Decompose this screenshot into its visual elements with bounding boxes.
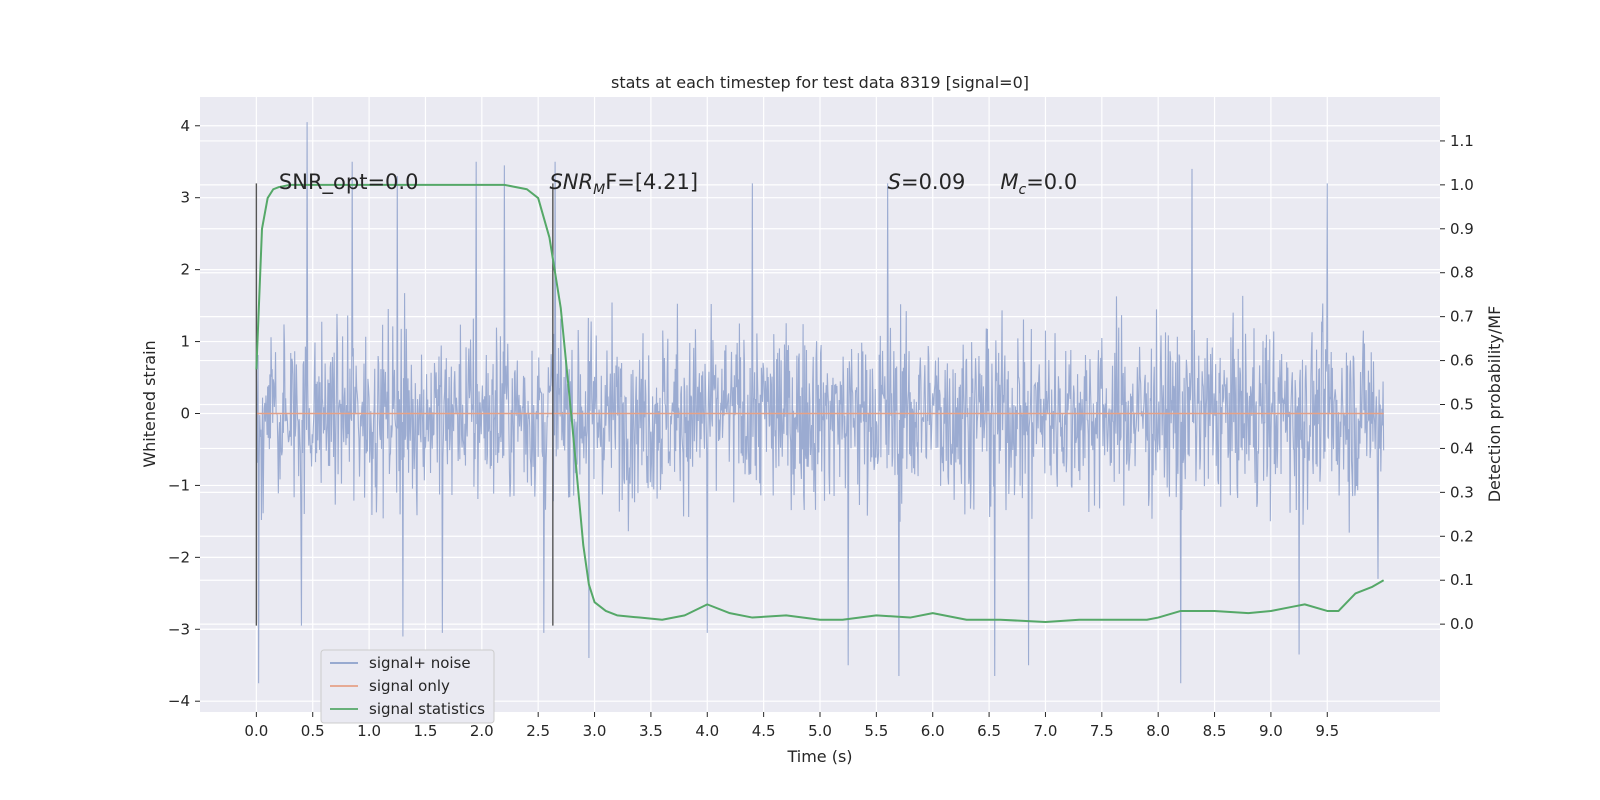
y2-tick-label: 0.5 xyxy=(1450,396,1474,414)
x-tick-label: 4.5 xyxy=(752,722,776,740)
x-tick-label: 2.0 xyxy=(470,722,494,740)
y-tick-label: 1 xyxy=(180,333,190,351)
x-tick-label: 7.0 xyxy=(1034,722,1058,740)
signal-statistics-series xyxy=(255,183,1385,623)
x-tick-label: 5.0 xyxy=(808,722,832,740)
y-tick-label: 4 xyxy=(180,117,190,135)
x-tick-label: 0.0 xyxy=(244,722,268,740)
x-tick-label: 0.5 xyxy=(301,722,325,740)
y2-tick-label: 0.3 xyxy=(1450,483,1474,501)
annotation-2: S=0.09 xyxy=(888,170,966,194)
y2-tick-label: 0.0 xyxy=(1450,615,1474,633)
signal-noise-series xyxy=(255,122,1385,684)
y-tick-label: 3 xyxy=(180,189,190,207)
y2-tick-label: 0.1 xyxy=(1450,571,1474,589)
y2-tick-label: 0.4 xyxy=(1450,439,1474,457)
legend-box xyxy=(320,649,495,724)
y-tick-label: −1 xyxy=(168,476,190,494)
x-tick-label: 7.5 xyxy=(1090,722,1114,740)
y-axis-label: Whitened strain xyxy=(140,340,159,467)
legend-label-noise: signal+ noise xyxy=(369,654,471,672)
annotation-3: Mc=0.0 xyxy=(1000,170,1077,198)
x-tick-label: 2.5 xyxy=(526,722,550,740)
y2-tick-label: 1.1 xyxy=(1450,132,1474,150)
x-tick-label: 5.5 xyxy=(864,722,888,740)
y2-tick-label: 1.0 xyxy=(1450,176,1474,194)
x-tick-label: 6.5 xyxy=(977,722,1001,740)
y2-tick-label: 0.9 xyxy=(1450,220,1474,238)
y2-tick-label: 0.6 xyxy=(1450,352,1474,370)
x-tick-label: 8.0 xyxy=(1146,722,1170,740)
noise-line xyxy=(255,122,1385,684)
y-tick-label: −3 xyxy=(168,620,190,638)
x-tick-label: 9.5 xyxy=(1315,722,1339,740)
x-axis-ticks: 0.0 0.5 1.0 1.5 2.0 2.5 3.0 3.5 4.0 4.5 5.0 5.5 6.0 6… xyxy=(244,712,1339,740)
y-tick-label: 2 xyxy=(180,261,190,279)
x-tick-label: 1.5 xyxy=(414,722,438,740)
y-tick-label: 0 xyxy=(180,404,190,422)
y-axis-ticks: −4 −3 −2 −1 0 1 2 3 4 xyxy=(168,117,200,710)
legend: signal+ noise signal only signal statist… xyxy=(320,649,495,724)
statistics-line xyxy=(255,183,1385,623)
x-tick-label: 9.0 xyxy=(1259,722,1283,740)
x-tick-label: 6.0 xyxy=(921,722,945,740)
y2-axis-ticks: 0.0 0.1 0.2 0.3 0.4 0.5 0.6 0.7 0.8 0.9 1.0 1.1 xyxy=(1440,132,1474,633)
x-axis-label: Time (s) xyxy=(786,747,852,766)
x-tick-label: 8.5 xyxy=(1203,722,1227,740)
x-tick-label: 3.0 xyxy=(583,722,607,740)
annotations: SNR_opt=0.0 SNRMF=[4.21] S=0.09 Mc=0.0 xyxy=(279,170,1077,198)
y-tick-label: −4 xyxy=(168,692,190,710)
y2-tick-label: 0.2 xyxy=(1450,527,1474,545)
y2-tick-label: 0.7 xyxy=(1450,308,1474,326)
legend-label-signal-only: signal only xyxy=(369,677,450,695)
x-tick-label: 3.5 xyxy=(639,722,663,740)
y2-tick-label: 0.8 xyxy=(1450,264,1474,282)
annotation-0: SNR_opt=0.0 xyxy=(279,170,419,195)
x-tick-label: 4.0 xyxy=(695,722,719,740)
y-tick-label: −2 xyxy=(168,548,190,566)
y2-axis-label: Detection probability/MF xyxy=(1485,306,1504,503)
chart-title: stats at each timestep for test data 831… xyxy=(611,73,1029,92)
legend-label-statistics: signal statistics xyxy=(369,700,485,718)
x-tick-label: 1.0 xyxy=(357,722,381,740)
annotation-1: SNRMF=[4.21] xyxy=(549,170,698,198)
